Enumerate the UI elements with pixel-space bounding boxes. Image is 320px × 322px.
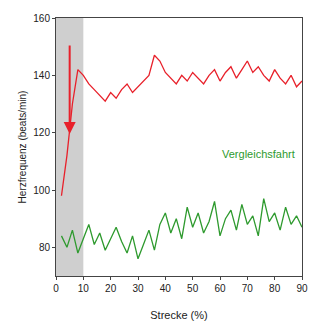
svg-text:80: 80 — [39, 242, 51, 253]
svg-text:90: 90 — [296, 283, 308, 294]
svg-text:10: 10 — [78, 283, 90, 294]
svg-text:120: 120 — [33, 127, 50, 138]
svg-text:40: 40 — [160, 283, 172, 294]
svg-text:160: 160 — [33, 13, 50, 24]
svg-text:100: 100 — [33, 185, 50, 196]
svg-text:Vergleichsfahrt: Vergleichsfahrt — [222, 148, 295, 160]
svg-text:60: 60 — [214, 283, 226, 294]
svg-text:30: 30 — [132, 283, 144, 294]
svg-text:0: 0 — [53, 283, 59, 294]
svg-text:50: 50 — [187, 283, 199, 294]
svg-text:70: 70 — [242, 283, 254, 294]
svg-text:Herzfrequenz (beats/min): Herzfrequenz (beats/min) — [17, 91, 28, 204]
svg-text:20: 20 — [105, 283, 117, 294]
svg-text:Strecke (%): Strecke (%) — [150, 309, 207, 321]
svg-text:80: 80 — [269, 283, 281, 294]
svg-text:140: 140 — [33, 70, 50, 81]
